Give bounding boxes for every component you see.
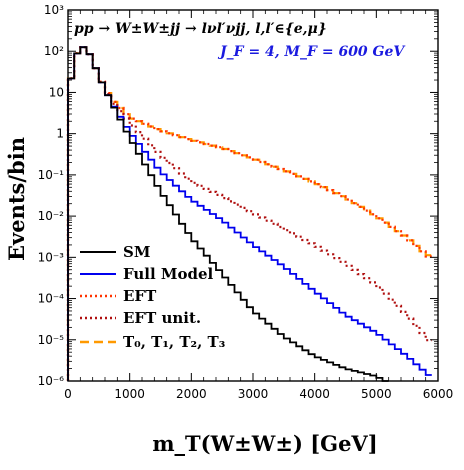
legend-label-1: Full Model (123, 265, 214, 283)
legend-label-4: T₀, T₁, T₂, T₃ (123, 333, 225, 351)
series-layer (66, 46, 432, 382)
y-tick-label: 10⁻¹ (38, 168, 65, 182)
legend-label-2: EFT (123, 287, 157, 305)
series-line-3 (66, 46, 432, 381)
x-tick-label: 2000 (176, 387, 207, 401)
series-line-2 (66, 46, 432, 381)
x-tick-label: 6000 (423, 387, 454, 401)
y-tick-label: 1 (56, 127, 64, 141)
y-tick-label: 10³ (44, 3, 64, 17)
y-tick-label: 10⁻² (38, 209, 65, 223)
y-tick-label: 10² (44, 44, 64, 58)
legend-label-0: SM (123, 243, 150, 261)
legend: SM Full Model EFT EFT unit. T₀, T₁, T₂, T₃ (80, 243, 225, 351)
y-tick-label: 10 (49, 85, 64, 99)
legend-label-3: EFT unit. (123, 309, 201, 327)
y-axis-title: Events/bin (4, 137, 29, 261)
series-line-0 (67, 46, 389, 382)
y-tick-label: 10⁻³ (38, 250, 65, 264)
y-tick-label: 10⁻⁴ (38, 292, 65, 306)
x-tick-label: 5000 (361, 387, 392, 401)
params-label: J_F = 4, M_F = 600 GeV (217, 44, 406, 60)
y-tick-label: 10⁻⁶ (38, 374, 65, 388)
axes-layer: 0 1000 2000 3000 4000 5000 6000 10⁻⁶ 10⁻⁵ 10⁻⁴ 10⁻… (38, 3, 454, 401)
x-tick-label: 4000 (299, 387, 330, 401)
x-tick-label: 0 (64, 387, 72, 401)
series-line-4 (66, 46, 432, 381)
process-label: pp → W±W±jj → lνl′νjj, l,l′∈{e,μ} (74, 21, 327, 37)
x-tick-label: 1000 (114, 387, 145, 401)
x-axis-title: m_T(W±W±) [GeV] (152, 431, 377, 456)
series-line-1 (67, 46, 432, 381)
y-tick-label: 10⁻⁵ (38, 333, 65, 347)
x-tick-label: 3000 (238, 387, 269, 401)
